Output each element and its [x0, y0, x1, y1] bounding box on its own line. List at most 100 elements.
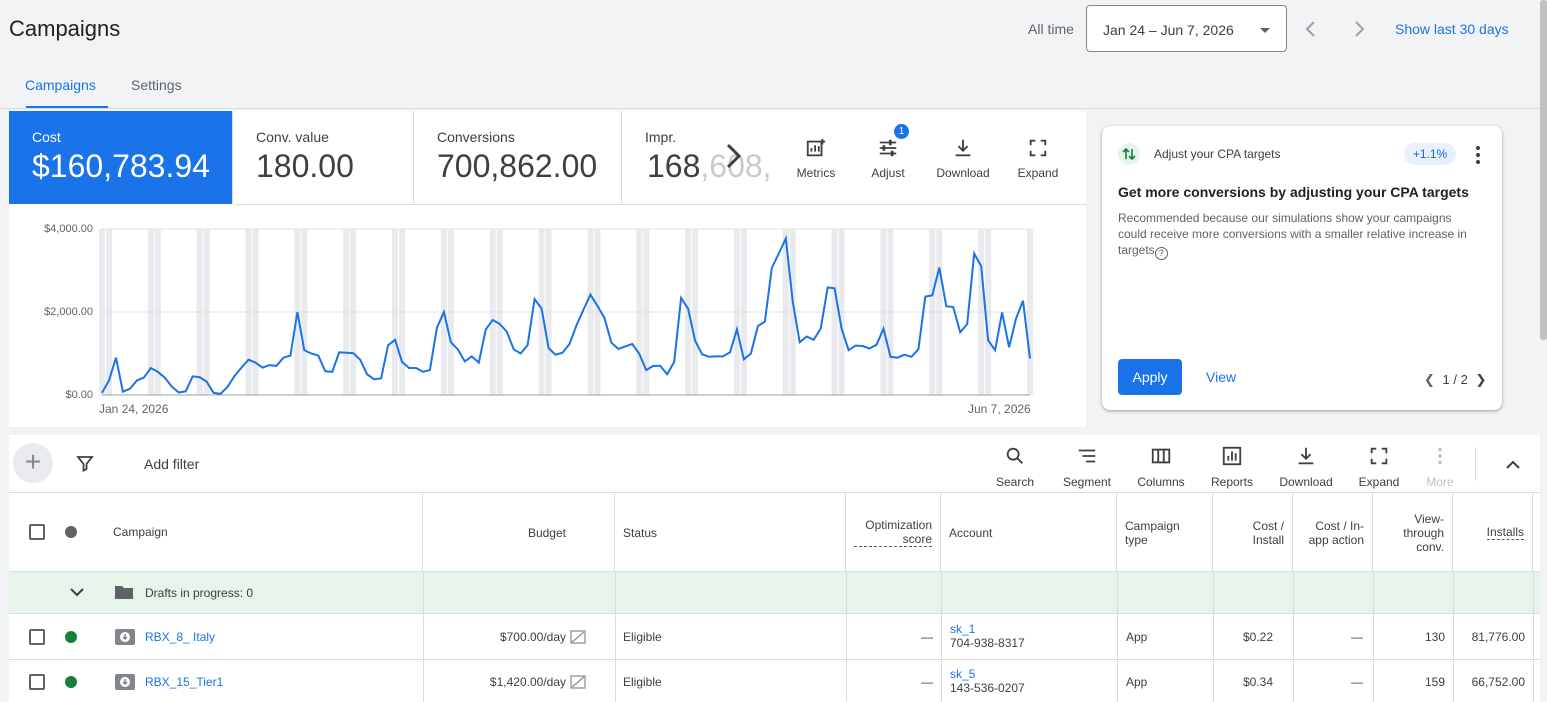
installs-value: 66,752.00 — [1471, 675, 1525, 689]
more-metrics-button[interactable] — [722, 141, 744, 171]
reports-button[interactable]: Reports — [1197, 445, 1267, 489]
reports-label: Reports — [1210, 475, 1254, 489]
tab-settings[interactable]: Settings — [131, 77, 182, 93]
metric-label: Cost — [32, 129, 61, 145]
y-tick-label: $2,000.00 — [44, 306, 93, 318]
campaign-type-value: App — [1126, 630, 1148, 644]
more-vert-icon — [1438, 447, 1442, 465]
row-checkbox[interactable] — [29, 629, 45, 645]
page-title: Campaigns — [9, 16, 121, 41]
table-expand-button[interactable]: Expand — [1344, 445, 1414, 489]
status-enabled-icon — [65, 631, 77, 643]
chevron-right-icon[interactable]: ❯ — [1475, 372, 1487, 387]
installs-column-header[interactable]: Installs — [1453, 493, 1533, 572]
table-expand-label: Expand — [1358, 475, 1400, 489]
columns-button[interactable]: Columns — [1126, 445, 1196, 489]
tune-icon — [879, 139, 897, 157]
more-button[interactable]: More — [1405, 445, 1475, 489]
column-divider — [1293, 572, 1294, 702]
campaign-name-link[interactable]: RBX_15_Tier1 — [145, 675, 224, 689]
page-scrollbar[interactable] — [1540, 0, 1547, 340]
row-checkbox[interactable] — [29, 674, 45, 690]
campaign-type-column-header[interactable]: Campaign type — [1117, 493, 1213, 572]
drafts-row[interactable]: Drafts in progress: 0 — [9, 572, 1540, 614]
account-link[interactable]: sk_1 — [950, 622, 976, 636]
limited-budget-icon — [570, 630, 586, 644]
filter-icon[interactable] — [76, 454, 94, 472]
table-row[interactable]: RBX_15_Tier1 $1,420.00/day Eligible — sk… — [9, 660, 1540, 702]
cost-inapp-column-header[interactable]: Cost / In-app action — [1293, 493, 1373, 572]
metrics-button[interactable]: Metrics — [786, 137, 846, 180]
account-column-header[interactable]: Account — [941, 493, 1117, 572]
cost-install-column-header[interactable]: Cost / Install — [1213, 493, 1293, 572]
show-last-30-days-link[interactable]: Show last 30 days — [1395, 21, 1509, 37]
download-icon — [1298, 447, 1314, 465]
adjust-badge: 1 — [894, 124, 909, 139]
collapse-button[interactable] — [1501, 454, 1525, 474]
expand-button-label: Expand — [1017, 166, 1059, 180]
toolbar-divider — [1475, 447, 1476, 481]
budget-column-header[interactable]: Budget — [423, 493, 615, 572]
recommendation-heading: Adjust your CPA targets — [1154, 147, 1281, 161]
chevron-left-icon[interactable]: ❮ — [1424, 372, 1435, 387]
select-all-checkbox[interactable] — [29, 524, 45, 540]
account-id: 704-938-8317 — [950, 636, 1025, 650]
performance-overview: Cost $160,783.94 Conv. value 180.00 Conv… — [9, 111, 1086, 427]
optimization-score-value: — — [921, 630, 933, 644]
campaigns-table-section: + Add filter Search Segment Columns Repo… — [9, 435, 1540, 702]
reports-icon — [1222, 446, 1242, 466]
metric-label: Impr. — [645, 129, 677, 145]
search-button[interactable]: Search — [980, 445, 1050, 489]
column-divider — [423, 572, 424, 702]
pager-text: 1 / 2 — [1442, 372, 1468, 387]
view-through-column-header[interactable]: View-through conv. — [1373, 493, 1453, 572]
metric-card-cost[interactable]: Cost $160,783.94 — [9, 111, 233, 204]
cost-install-value: $0.34 — [1242, 675, 1273, 689]
help-icon[interactable]: ? — [1154, 247, 1168, 260]
metric-label: Conversions — [437, 129, 515, 145]
cost-inapp-value: — — [1351, 675, 1363, 689]
metric-card-conv-value[interactable]: Conv. value 180.00 — [233, 111, 414, 204]
cost-install-value: $0.22 — [1242, 630, 1273, 644]
tab-divider — [0, 108, 1540, 109]
status-column-header[interactable]: Status — [615, 493, 846, 572]
status-value: Eligible — [623, 675, 662, 689]
table-download-button[interactable]: Download — [1271, 445, 1341, 489]
expand-button[interactable]: Expand — [1008, 137, 1068, 180]
account-link[interactable]: sk_5 — [950, 667, 976, 681]
y-tick-label: $0.00 — [65, 389, 93, 401]
x-tick-label-end: Jun 7, 2026 — [968, 402, 1031, 416]
metric-card-impressions[interactable]: Impr. 168,608, — [622, 111, 772, 204]
metric-value: 180.00 — [256, 148, 354, 184]
chevron-left-icon — [1305, 21, 1315, 37]
campaign-name-link[interactable]: RBX_8_ Italy — [145, 630, 216, 644]
column-label: Campaign — [113, 525, 168, 539]
view-link[interactable]: View — [1206, 369, 1237, 385]
segment-button[interactable]: Segment — [1052, 445, 1122, 489]
chevron-right-icon — [1355, 21, 1365, 37]
column-divider — [941, 572, 942, 702]
apply-button[interactable]: Apply — [1118, 359, 1182, 395]
metric-card-conversions[interactable]: Conversions 700,862.00 — [414, 111, 622, 204]
uplift-badge: +1.1% — [1404, 143, 1456, 165]
segment-label: Segment — [1062, 475, 1112, 489]
add-campaign-button[interactable]: + — [13, 443, 53, 483]
tab-campaigns[interactable]: Campaigns — [25, 77, 96, 93]
date-range-picker[interactable]: Jan 24 – Jun 7, 2026 — [1086, 5, 1287, 52]
adjust-button[interactable]: 1 Adjust — [858, 124, 918, 180]
table-row[interactable]: RBX_8_ Italy $700.00/day Eligible — sk_1… — [9, 615, 1540, 660]
column-divider — [1373, 572, 1374, 702]
campaign-type-value: App — [1126, 675, 1148, 689]
add-filter-button[interactable]: Add filter — [144, 456, 200, 472]
recommendation-pager: ❮ 1 / 2 ❯ — [1424, 372, 1486, 388]
campaign-column-header[interactable]: Campaign — [9, 493, 423, 572]
column-divider — [1453, 572, 1454, 702]
optimization-score-column-header[interactable]: Optimization score — [846, 493, 941, 572]
next-period-button[interactable] — [1349, 18, 1369, 40]
recommendation-description: Recommended because our simulations show… — [1118, 211, 1467, 260]
metric-value: 700,862.00 — [437, 148, 598, 184]
more-vert-icon[interactable] — [1472, 145, 1484, 165]
metric-value: 168,608, — [647, 148, 772, 184]
download-button[interactable]: Download — [933, 137, 993, 180]
previous-period-button[interactable] — [1301, 18, 1321, 40]
